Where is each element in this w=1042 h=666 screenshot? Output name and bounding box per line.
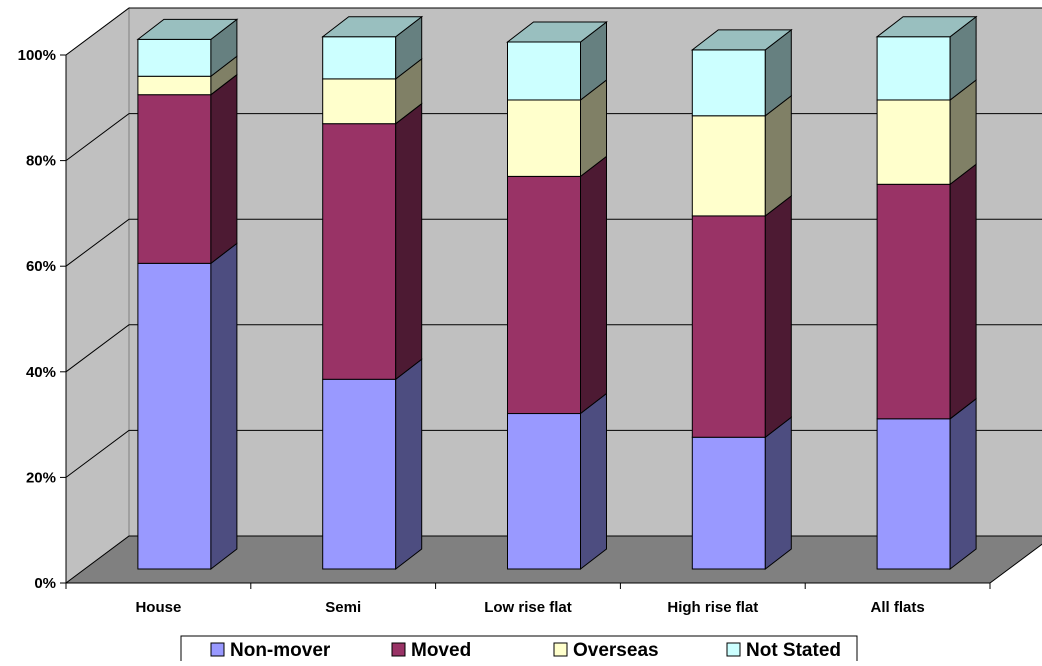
bar-front: [876, 418, 951, 570]
y-tick-label: 80%: [26, 153, 56, 170]
bar-front: [691, 115, 766, 217]
bar-stack: [136, 18, 239, 571]
bar-side: [949, 397, 977, 571]
bar-segment: [507, 78, 607, 178]
bar-top: [136, 18, 239, 40]
axes: [60, 54, 991, 589]
bar-side: [764, 416, 792, 571]
bar-segment: [876, 163, 977, 420]
bar-segment: [137, 73, 238, 265]
legend-label: Overseas: [573, 640, 659, 661]
bar-front: [876, 183, 951, 420]
gridline: [65, 7, 1042, 56]
legend-swatch: [726, 642, 741, 657]
bar-side: [210, 73, 238, 265]
bar-segment: [691, 94, 792, 217]
y-tick-label: 40%: [26, 364, 56, 381]
bar-front: [507, 175, 581, 415]
bar-front: [137, 94, 212, 264]
legend-swatch: [553, 642, 568, 657]
x-tick-label: All flats: [871, 599, 925, 616]
bar-side: [764, 194, 792, 439]
bar-front: [322, 123, 397, 380]
bar-front: [322, 78, 397, 125]
x-tick-label: Low rise flat: [484, 599, 572, 616]
bar-top: [690, 29, 793, 51]
bar-segment: [507, 155, 607, 415]
bar-side: [764, 94, 792, 217]
bar-segment: [321, 15, 424, 80]
y-tick-label: 0%: [34, 575, 56, 592]
bar-front: [691, 215, 766, 438]
bar-stack: [690, 28, 793, 571]
bar-top: [321, 16, 424, 38]
side-wall: [65, 7, 130, 584]
bar-segment: [876, 78, 977, 186]
bar-segment: [322, 358, 423, 571]
legend-label: Moved: [411, 640, 471, 661]
bar-front: [691, 49, 766, 117]
bar-front: [876, 99, 951, 185]
bar-segment: [875, 15, 978, 101]
bar-side: [210, 242, 238, 571]
bar-front: [507, 413, 581, 570]
bars: [136, 15, 978, 571]
x-tick-label: House: [135, 599, 181, 616]
legend-label: Non-mover: [230, 640, 331, 661]
bar-segment: [137, 242, 238, 571]
legend-swatch: [210, 642, 225, 657]
bar-side: [395, 102, 423, 381]
bar-segment: [876, 397, 977, 571]
bar-segment: [690, 28, 793, 117]
axis-labels: 0% 20% 40% 60% 80% 100% House Semi Low rise flat…: [18, 47, 925, 616]
bar-segment: [691, 194, 792, 439]
bar-top: [875, 16, 978, 38]
bar-side: [580, 392, 607, 571]
bar-segment: [691, 416, 792, 571]
bar-side: [580, 155, 607, 415]
y-tick-label: 100%: [18, 47, 56, 64]
bar-top: [506, 21, 608, 43]
bar-stack: [321, 15, 424, 571]
x-tick-label: High rise flat: [667, 599, 758, 616]
bar-front: [137, 75, 212, 96]
bar-side: [395, 358, 423, 571]
bar-front: [691, 436, 766, 570]
bar-front: [876, 36, 951, 101]
bar-segment: [322, 102, 423, 381]
bar-segment: [507, 392, 607, 571]
bar-side: [949, 163, 977, 420]
bar-stack: [875, 15, 978, 571]
x-tick-label: Semi: [325, 599, 361, 616]
bar-front: [322, 36, 397, 80]
legend-swatch: [391, 642, 406, 657]
bar-front: [137, 38, 212, 77]
y-tick-label: 60%: [26, 258, 56, 275]
bar-front: [137, 262, 212, 570]
bar-segment: [506, 20, 608, 101]
bar-front: [507, 99, 581, 177]
y-tick-label: 20%: [26, 469, 56, 486]
bar-segment: [136, 18, 239, 78]
bar-stack: [506, 20, 608, 571]
bar-front: [322, 378, 397, 570]
bar-front: [507, 41, 581, 101]
legend-label: Not Stated: [746, 640, 841, 661]
legend: Non-mover Moved Overseas Not Stated: [180, 635, 858, 663]
